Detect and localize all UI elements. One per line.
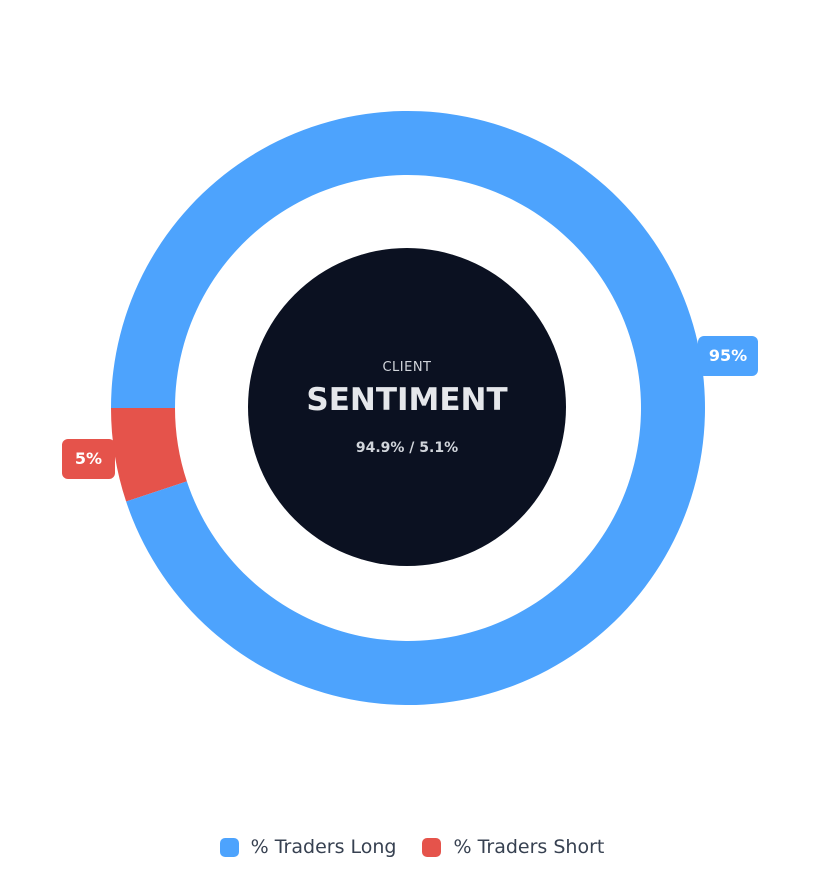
- legend-item-short[interactable]: % Traders Short: [422, 836, 604, 858]
- short-percent-badge: 5%: [62, 439, 115, 479]
- legend-label-short: % Traders Short: [453, 836, 605, 858]
- long-percent-badge: 95%: [698, 336, 758, 376]
- center-subtitle: CLIENT: [382, 360, 432, 375]
- legend-item-long[interactable]: % Traders Long: [219, 836, 397, 858]
- legend-swatch-short: [422, 837, 442, 857]
- legend: % Traders Long % Traders Short: [0, 836, 824, 858]
- center-label-circle: CLIENT SENTIMENT 94.9% / 5.1%: [248, 248, 566, 566]
- center-values: 94.9% / 5.1%: [355, 440, 459, 456]
- legend-swatch-long: [219, 837, 239, 857]
- slice-short[interactable]: [111, 408, 187, 502]
- legend-label-long: % Traders Long: [250, 836, 397, 858]
- center-title: SENTIMENT: [306, 382, 508, 418]
